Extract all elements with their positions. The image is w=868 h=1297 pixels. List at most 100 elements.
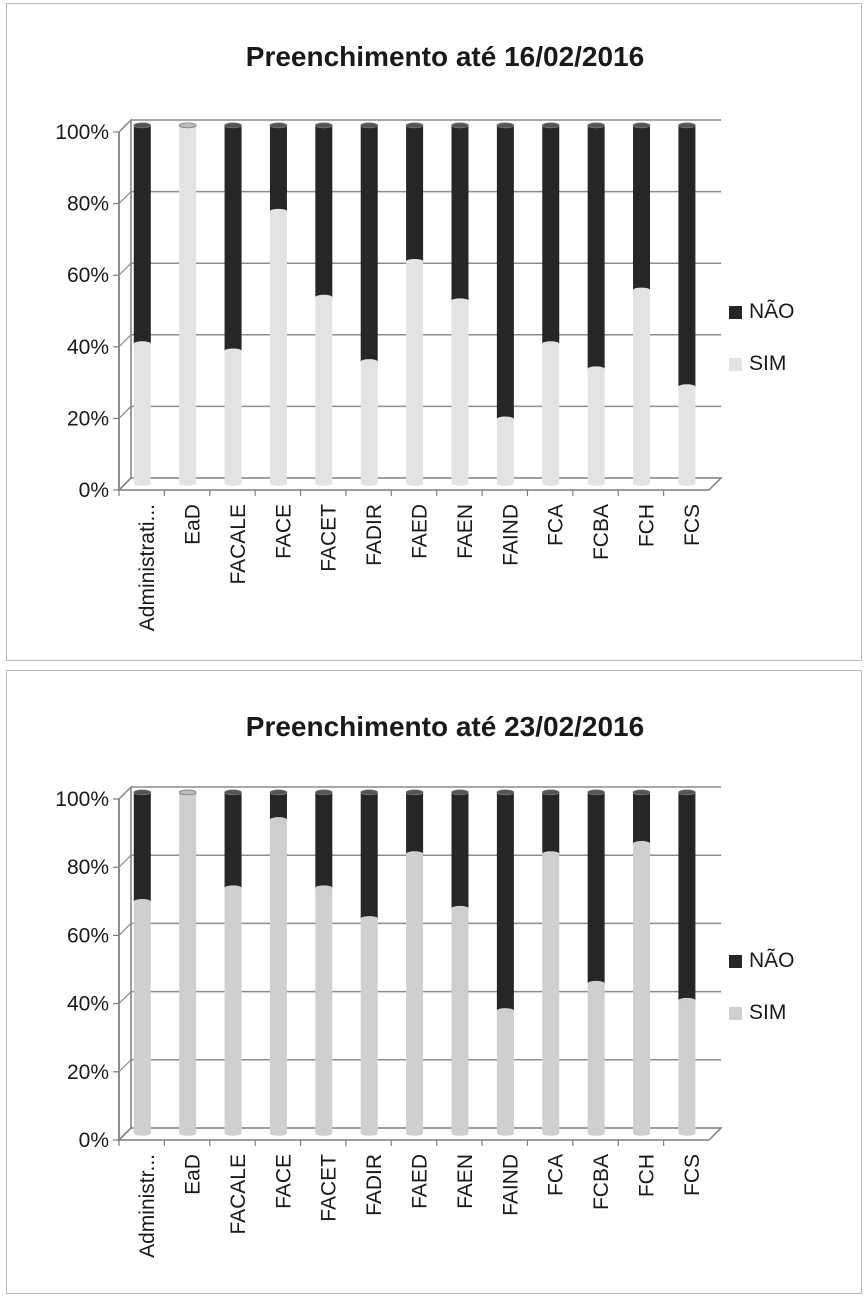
bar-FACET [314,122,333,486]
legend-label: SIM [749,1001,786,1024]
bar-top [133,122,152,129]
stacked-bar-chart-2: Preenchimento até 23/02/2016 0% 20% 40% 60% 8… [55,711,794,1258]
bar-segment-nao [269,792,287,820]
gridline-depth [118,405,132,419]
bar-FAEN [451,789,469,1136]
bar-base [587,480,605,486]
x-tick-label: EaD [182,504,205,545]
bar-top [269,122,288,129]
bar-FAED [405,789,424,1136]
bar-base [360,480,378,486]
x-tick-label: FACALE [227,504,250,585]
gridline-depth [118,922,132,936]
bar-split [678,997,696,1003]
bar-segment-sim [224,350,242,484]
x-tick-label: FACET [318,504,341,572]
bar-top [632,789,651,796]
bar-top [405,122,424,129]
x-tick-label: FACE [272,504,295,559]
bar-FCH [632,122,651,486]
y-tick-label: 60% [67,264,109,287]
bar-segment-nao [542,792,560,854]
y-tick-label: 20% [67,1061,109,1084]
gridline-depth [118,191,132,205]
bar-segment-nao [406,792,424,854]
y-tick-label: 20% [67,407,109,430]
bar-top [360,122,379,129]
bar-top [541,122,560,129]
bar-segment-sim [406,853,424,1134]
bar-segment-sim [269,211,287,484]
bar-segment-nao [315,792,333,888]
bar-FACALE [224,122,242,486]
bar-segment-sim [542,343,560,484]
x-tick-label: FCBA [590,504,613,560]
bar-top [314,122,333,129]
bar-segment-nao [542,125,560,344]
bar-base [315,1130,333,1136]
bar-base [179,1130,197,1136]
bar-segment-sim [133,343,151,484]
bar-segment-sim [133,901,151,1134]
bar-base [133,480,151,486]
gridline-depth [118,786,132,800]
bar-top [269,789,288,796]
bar-top [360,789,379,796]
bar-base [678,1130,696,1136]
bar-top [678,122,696,129]
bar-top [451,789,469,796]
bar-base [406,480,424,486]
y-tick-label: 100% [55,121,109,144]
y-tick-label: 0% [79,479,109,502]
bar-top [224,789,242,796]
x-tick-label: FAEN [454,1154,477,1209]
bar-segment-nao [678,792,696,1001]
bar-top [224,122,242,129]
bar-FCH [632,789,651,1136]
bar-EaD [178,789,197,1136]
chart-title: Preenchimento até 23/02/2016 [246,711,644,742]
bar-FCA [541,122,560,486]
legend-label: NÃO [749,299,795,323]
bar-top [405,789,424,796]
x-tick-label: Administrati... [136,504,159,631]
x-tick-label: FAEN [454,504,477,559]
bar-base [269,1130,287,1136]
bar-base [678,480,696,486]
x-tick-label: FCA [545,504,568,546]
bar-base [587,1130,605,1136]
legend: NÃO SIM [729,299,795,375]
bar-segment-nao [496,125,514,419]
x-tick-label: FAIND [499,1154,522,1216]
gridline-depth [118,991,132,1005]
bar-top [178,122,197,129]
x-tick-label: FAED [409,1154,432,1209]
bar-base [633,1130,651,1136]
bar-split [496,1008,514,1014]
bar-segment-sim [360,918,378,1134]
bar-split [315,294,333,300]
bar-base [360,1130,378,1136]
bar-top [678,789,696,796]
bar-segment-sim [587,368,605,484]
gridline-depth [118,119,132,133]
bar-base [451,1130,469,1136]
bar-split [224,348,242,354]
bar-base [315,480,333,486]
bar-segment-sim [269,819,287,1134]
bar-segment-sim [633,290,651,484]
bar-top [587,122,606,129]
bar-segment-nao [406,125,424,262]
bar-FAIND [496,122,515,486]
bar-split [406,258,424,264]
bar-segment-sim [633,843,651,1134]
bar-split [360,359,378,365]
y-tick-label: 60% [67,924,109,947]
chart-title: Preenchimento até 16/02/2016 [246,41,644,72]
bar-FCBA [587,122,606,486]
bar-segment-sim [496,1010,514,1134]
bar-segment-nao [496,792,514,1011]
bar-base [451,480,469,486]
bar-segment-nao [133,792,151,902]
y-tick-label: 100% [55,788,109,811]
